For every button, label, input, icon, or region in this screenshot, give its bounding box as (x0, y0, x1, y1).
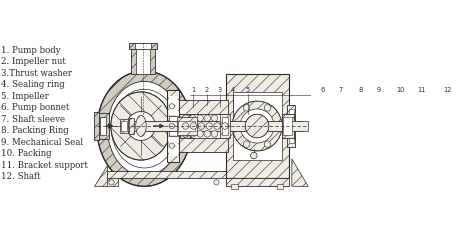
Bar (129, 118, 135, 134)
Bar (137, 43, 149, 74)
Ellipse shape (197, 131, 203, 137)
Text: 12. Shaft: 12. Shaft (1, 172, 41, 181)
Ellipse shape (111, 92, 171, 160)
Ellipse shape (240, 109, 274, 143)
Text: 7. Shaft sleeve: 7. Shaft sleeve (1, 115, 65, 124)
Ellipse shape (245, 114, 269, 138)
Bar (167, 90, 179, 162)
Ellipse shape (109, 180, 114, 185)
Bar (283, 117, 292, 135)
Bar (226, 74, 289, 178)
Bar (94, 112, 99, 140)
Bar (177, 117, 197, 135)
Bar (287, 105, 295, 147)
Polygon shape (94, 165, 107, 186)
Bar (220, 114, 229, 138)
Text: 12: 12 (443, 86, 451, 92)
Ellipse shape (243, 105, 250, 111)
Text: 5. Impeller: 5. Impeller (1, 92, 49, 101)
Ellipse shape (211, 115, 218, 121)
Bar (123, 121, 301, 131)
Text: 5: 5 (246, 86, 250, 92)
Ellipse shape (169, 104, 174, 109)
Bar (222, 117, 228, 135)
Ellipse shape (214, 180, 219, 185)
Bar (120, 119, 128, 133)
Ellipse shape (204, 131, 210, 137)
Text: 1: 1 (191, 86, 195, 92)
Text: 3: 3 (218, 86, 222, 92)
Text: 6. Pump bonnet: 6. Pump bonnet (1, 103, 70, 112)
Ellipse shape (243, 141, 250, 147)
Text: 9. Mechanical Seal: 9. Mechanical Seal (1, 138, 83, 147)
Bar (169, 96, 178, 156)
Text: 4. Sealing ring: 4. Sealing ring (1, 80, 65, 89)
Polygon shape (292, 159, 308, 186)
Bar (104, 178, 118, 186)
Ellipse shape (206, 123, 212, 129)
Ellipse shape (108, 81, 181, 176)
Text: 3.Thrust washer: 3.Thrust washer (1, 69, 73, 78)
Text: 4: 4 (231, 86, 235, 92)
Ellipse shape (197, 115, 203, 121)
Bar (179, 138, 228, 152)
Ellipse shape (233, 123, 239, 129)
Bar (137, 37, 149, 43)
Ellipse shape (190, 123, 197, 129)
Ellipse shape (232, 101, 282, 151)
Bar (179, 100, 228, 114)
Bar (169, 116, 178, 136)
Bar (233, 92, 282, 160)
Text: 8: 8 (358, 86, 363, 92)
Bar (100, 117, 106, 135)
Text: 11: 11 (417, 86, 425, 92)
Text: 10. Packing: 10. Packing (1, 149, 52, 158)
Ellipse shape (182, 131, 189, 137)
Bar (121, 121, 127, 131)
Ellipse shape (169, 143, 174, 148)
Text: 11. Bracket support: 11. Bracket support (1, 161, 88, 170)
Ellipse shape (264, 141, 271, 147)
Ellipse shape (264, 105, 271, 111)
Text: 8. Packing Ring: 8. Packing Ring (1, 126, 69, 135)
Ellipse shape (190, 131, 196, 137)
Ellipse shape (136, 115, 146, 137)
Text: 10: 10 (396, 86, 404, 92)
Text: 7: 7 (339, 86, 343, 92)
Ellipse shape (198, 123, 205, 129)
Bar (135, 43, 151, 49)
Ellipse shape (111, 89, 177, 168)
Ellipse shape (127, 112, 155, 140)
Ellipse shape (190, 115, 196, 121)
Bar (97, 113, 109, 139)
Ellipse shape (211, 131, 218, 137)
Text: 2: 2 (204, 86, 209, 92)
Ellipse shape (250, 152, 257, 159)
Bar (128, 43, 157, 49)
Ellipse shape (182, 123, 189, 129)
Text: 2. Impeller nut: 2. Impeller nut (1, 57, 66, 67)
Bar (226, 74, 289, 178)
Ellipse shape (222, 123, 228, 129)
Ellipse shape (214, 123, 220, 129)
Bar (226, 178, 289, 186)
Text: 1. Pump body: 1. Pump body (1, 46, 61, 55)
Ellipse shape (97, 71, 191, 186)
Bar (282, 114, 294, 138)
Bar (289, 121, 308, 131)
Text: 9: 9 (377, 86, 381, 92)
Bar (131, 45, 155, 74)
Bar (178, 121, 195, 131)
Bar (289, 109, 294, 143)
Bar (277, 184, 283, 189)
Ellipse shape (275, 123, 282, 129)
Text: 6: 6 (320, 86, 325, 92)
Ellipse shape (204, 115, 210, 121)
Bar (231, 184, 238, 189)
Ellipse shape (182, 115, 189, 121)
Bar (107, 171, 228, 178)
Ellipse shape (169, 123, 174, 129)
